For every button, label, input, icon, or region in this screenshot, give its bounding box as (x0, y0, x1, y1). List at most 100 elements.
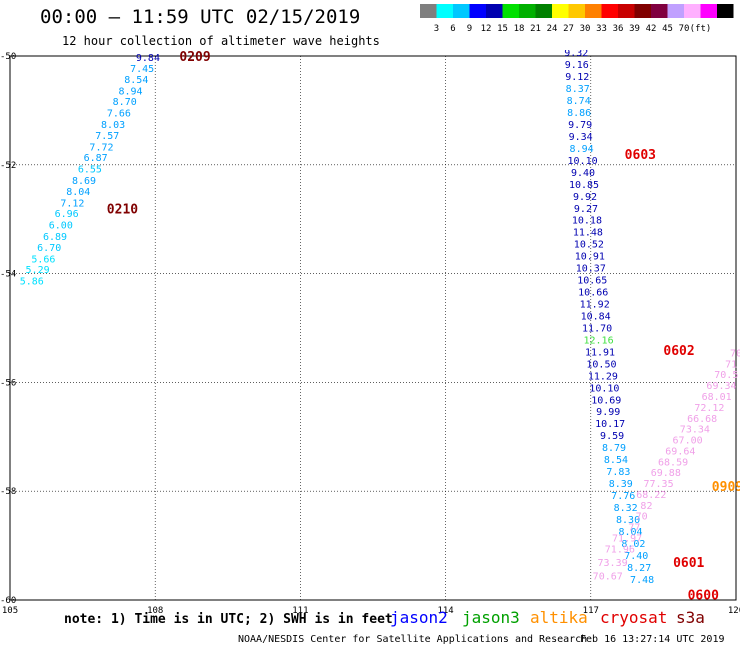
wave-height-point: 70 (636, 512, 648, 523)
legend-swatch (618, 4, 635, 18)
wave-height-point: 7.12 (60, 198, 84, 209)
wave-height-point: 77 (628, 523, 640, 534)
legend-label: 3 (434, 24, 439, 34)
wave-height-point: 12.16 (583, 335, 613, 346)
wave-height-point: 6.89 (43, 232, 67, 243)
wave-height-point: 9.84 (136, 53, 160, 64)
x-tick-label: 114 (437, 606, 453, 616)
legend-label: 9 (467, 24, 472, 34)
wave-height-point: 8.86 (567, 108, 591, 119)
y-tick-label: -58 (0, 487, 16, 497)
legend-swatch (700, 4, 717, 18)
legend-swatch (684, 4, 701, 18)
wave-height-point: 5.29 (26, 265, 50, 276)
wave-height-point: 9.59 (600, 431, 624, 442)
legend-label: 15 (497, 24, 508, 34)
legend-label: 30 (580, 24, 591, 34)
color-legend: 3 6 9 12 15 18 21 24 27 30 33 36 39 42 45 70 (ft) (420, 4, 734, 34)
satellite-legend-jason3: jason3 (462, 608, 520, 627)
legend-swatch (502, 4, 519, 18)
wave-height-point: 70.5 (714, 370, 738, 381)
wave-height-point: 10.10 (568, 156, 598, 167)
wave-height-point: 8.74 (567, 96, 591, 107)
wave-height-point: 73.34 (680, 425, 710, 436)
satellite-legend-jason2: jason2 (390, 608, 448, 627)
wave-height-point: 7.72 (89, 142, 113, 153)
wave-height-point: 11.48 (573, 228, 603, 239)
wave-height-point: 8.04 (618, 527, 642, 538)
wave-height-point: 8.54 (604, 455, 628, 466)
wave-height-point: 9.40 (571, 168, 595, 179)
legend-swatch (486, 4, 503, 18)
legend-label: 36 (613, 24, 624, 34)
wave-height-point: 8.70 (113, 97, 137, 108)
wave-height-point: 8.27 (627, 563, 651, 574)
wave-height-point: 8.04 (66, 187, 90, 198)
legend-swatch (453, 4, 470, 18)
wave-height-point: 7.45 (130, 64, 154, 75)
wave-height-point: 10.91 (575, 252, 605, 263)
legend-label: 18 (514, 24, 525, 34)
wave-height-point: 71.96 (605, 544, 635, 555)
wave-height-point: 10.18 (572, 216, 602, 227)
satellite-legend-cryosat: cryosat (600, 608, 668, 627)
wave-height-point: 8.30 (616, 515, 640, 526)
legend-label: 33 (596, 24, 607, 34)
wave-height-point: 7.66 (107, 109, 131, 120)
wave-height-point: 73.39 (598, 558, 628, 569)
wave-height-point: 8.94 (118, 86, 142, 97)
legend-swatch (717, 4, 734, 18)
y-tick-label: -52 (0, 161, 16, 171)
pass-time-label: 0603 (625, 148, 656, 163)
legend-swatch (568, 4, 585, 18)
data-layer: 9.847.458.548.948.707.668.037.577.726.87… (20, 50, 740, 604)
legend-swatch (469, 4, 486, 18)
wave-height-point: 10.50 (586, 359, 616, 370)
wave-height-point: 8.39 (609, 479, 633, 490)
wave-height-point: 7.40 (624, 551, 648, 562)
wave-height-point: 10.66 (578, 288, 608, 299)
wave-height-point: 77.35 (644, 479, 674, 490)
legend-swatch (634, 4, 651, 18)
legend-swatch (667, 4, 684, 18)
legend-label: 27 (563, 24, 574, 34)
wave-height-point: 9.27 (574, 204, 598, 215)
wave-height-point: 10.85 (569, 180, 599, 191)
x-tick-label: 108 (147, 606, 163, 616)
wave-height-point: 9.99 (596, 407, 620, 418)
wave-height-point: 69.34 (706, 381, 736, 392)
pass-time-label: 0210 (107, 202, 138, 217)
wave-height-point: 10.52 (574, 240, 604, 251)
wave-height-point: 10.69 (591, 395, 621, 406)
wave-height-point: 10.17 (595, 419, 625, 430)
wave-height-point: 11.92 (580, 300, 610, 311)
legend-swatch (585, 4, 602, 18)
wave-height-point: 9.16 (565, 60, 589, 71)
wave-height-point: 8.54 (124, 75, 148, 86)
wave-height-point: 68.01 (702, 392, 732, 403)
wave-height-point: 6.87 (84, 153, 108, 164)
wave-height-point: 7.57 (95, 131, 119, 142)
wave-height-point: 9.12 (565, 72, 589, 83)
wave-height-point: 68.59 (658, 457, 688, 468)
wave-height-point: 5.66 (31, 254, 55, 265)
legend-swatch (436, 4, 453, 18)
legend-label: 70 (679, 24, 690, 34)
wave-height-point: 11.29 (588, 371, 618, 382)
wave-height-point: 11.91 (585, 347, 615, 358)
wave-height-point: 6.00 (49, 221, 73, 232)
page-title: 00:00 – 11:59 UTC 02/15/2019 (40, 6, 361, 28)
wave-height-point: 6.96 (55, 209, 79, 220)
pass-time-label: 0602 (663, 344, 694, 359)
legend-label: 45 (662, 24, 673, 34)
wave-height-point: 7.83 (606, 467, 630, 478)
wave-height-point: 67.00 (673, 436, 703, 447)
wave-height-point: 71 (725, 359, 737, 370)
legend-swatch (420, 4, 437, 18)
legend-swatch (651, 4, 668, 18)
wave-height-point: 69.64 (665, 446, 695, 457)
wave-height-point: 82 (640, 501, 652, 512)
x-tick-label: 117 (583, 606, 599, 616)
legend-label: 39 (629, 24, 640, 34)
wave-height-point: 6.55 (78, 165, 102, 176)
